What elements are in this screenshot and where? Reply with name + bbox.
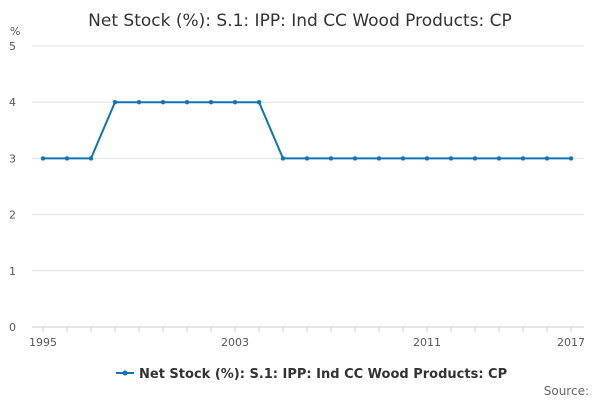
data-point[interactable] [328, 156, 334, 161]
data-point[interactable] [448, 156, 454, 161]
data-point[interactable] [256, 100, 262, 105]
data-point[interactable] [424, 156, 430, 161]
data-point[interactable] [136, 100, 142, 105]
data-point[interactable] [496, 156, 502, 161]
legend-label: Net Stock (%): S.1: IPP: Ind CC Wood Pro… [139, 367, 507, 382]
data-point[interactable] [232, 100, 238, 105]
data-point[interactable] [376, 156, 382, 161]
data-point[interactable] [64, 156, 70, 161]
y-tick-label: 0 [9, 321, 16, 334]
y-tick-label: 4 [9, 96, 16, 109]
chart-title: Net Stock (%): S.1: IPP: Ind CC Wood Pro… [88, 11, 512, 31]
data-point[interactable] [112, 100, 118, 105]
x-tick-label: 2017 [557, 336, 585, 349]
data-point[interactable] [544, 156, 550, 161]
data-point[interactable] [304, 156, 310, 161]
y-tick-label: 1 [9, 265, 16, 278]
y-tick-label: 3 [9, 152, 16, 165]
plot-area [40, 100, 574, 161]
x-tick-label: 2011 [413, 336, 441, 349]
data-point[interactable] [520, 156, 526, 161]
y-tick-label: 2 [9, 209, 16, 222]
x-axis: 1995 2003 2011 2017 [29, 327, 585, 349]
series-line [43, 101, 571, 160]
data-point[interactable] [40, 156, 46, 161]
y-tick-label: 5 [9, 40, 16, 53]
legend-point-marker [122, 370, 128, 376]
data-point[interactable] [472, 156, 478, 161]
x-tick-label: 2003 [221, 336, 249, 349]
data-point[interactable] [400, 156, 406, 161]
data-point[interactable] [208, 100, 214, 105]
data-point[interactable] [568, 156, 574, 161]
y-axis-unit: % [10, 25, 20, 38]
data-point[interactable] [184, 100, 190, 105]
y-axis: 0 1 2 3 4 5 [9, 40, 16, 334]
data-point[interactable] [280, 156, 286, 161]
data-point[interactable] [88, 156, 94, 161]
data-point[interactable] [352, 156, 358, 161]
x-tick-label: 1995 [29, 336, 57, 349]
data-point[interactable] [160, 100, 166, 105]
source-label: Source: [544, 384, 589, 398]
legend[interactable]: Net Stock (%): S.1: IPP: Ind CC Wood Pro… [116, 367, 507, 382]
